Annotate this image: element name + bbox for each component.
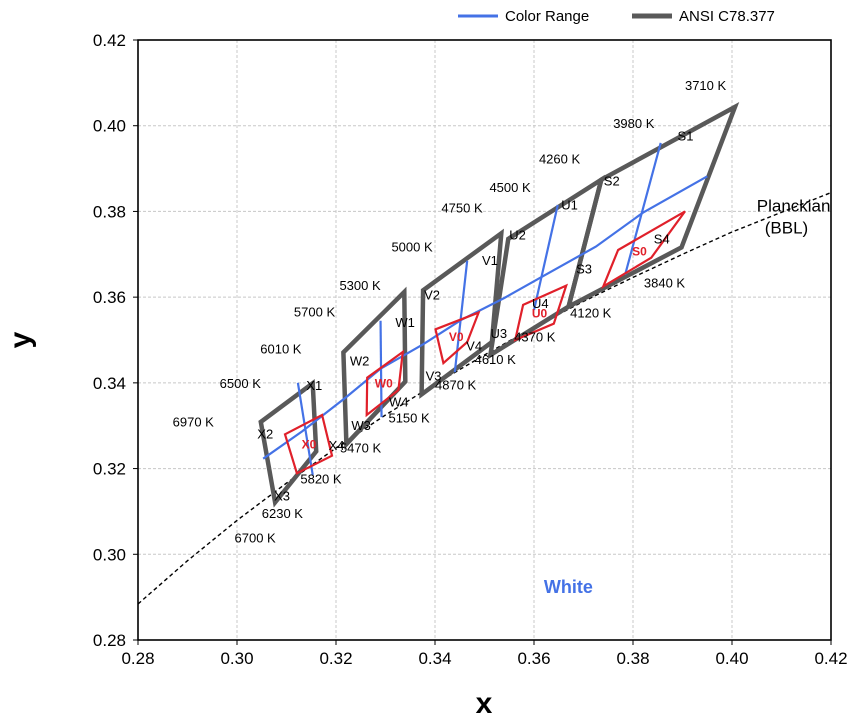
cct-label: 4870 K — [435, 377, 477, 392]
cct-label: 6010 K — [260, 342, 302, 357]
cct-label: 5150 K — [388, 411, 430, 426]
quad-corner-label: W2 — [350, 354, 370, 369]
y-tick-label: 0.32 — [93, 460, 126, 479]
cct-label: 6700 K — [235, 530, 277, 545]
quad-corner-label: S3 — [576, 262, 592, 277]
quad-corner-label: X1 — [306, 378, 322, 393]
bin-label-s0: S0 — [632, 244, 647, 258]
x-tick-label: 0.28 — [121, 649, 154, 668]
bin-label-v0: V0 — [449, 330, 464, 344]
annotation-labels: X0 W0 V0 U0 S0 X1 X2 X3 X4 W1 W2 W3 W4 V1 V2 V3 V4 U1 U2 U3… — [173, 78, 831, 597]
quad-corner-label: V4 — [466, 339, 482, 354]
color-range-cross-line — [296, 382, 314, 476]
x-tick-label: 0.32 — [319, 649, 352, 668]
cct-label: 5700 K — [294, 304, 336, 319]
cct-label: 5820 K — [300, 472, 342, 487]
x-tick-label: 0.42 — [814, 649, 847, 668]
x-tick-label: 0.34 — [418, 649, 451, 668]
bin-quad-x0 — [283, 413, 334, 475]
cct-label: 4370 K — [514, 329, 556, 344]
planckian-label-bbl: (BBL) — [765, 218, 808, 237]
quad-corner-label: W3 — [351, 418, 371, 433]
planckian-label: Planckian — [757, 196, 831, 215]
quad-corner-label: W1 — [395, 315, 415, 330]
bin-quad-v0 — [434, 310, 481, 366]
cct-label: 4610 K — [475, 352, 517, 367]
y-tick-label: 0.30 — [93, 545, 126, 564]
quad-corner-label: V2 — [424, 287, 440, 302]
y-tick-label: 0.34 — [93, 374, 126, 393]
legend: Color Range ANSI C78.377 — [458, 8, 775, 25]
cct-label: 6230 K — [262, 506, 304, 521]
x-tick-label: 0.36 — [517, 649, 550, 668]
cct-label: 3840 K — [644, 276, 686, 291]
quad-corner-label: U3 — [490, 326, 507, 341]
y-tick-label: 0.36 — [93, 288, 126, 307]
cct-label: 4260 K — [539, 151, 581, 166]
quad-corner-label: U2 — [509, 227, 526, 242]
cct-label: 6970 K — [173, 415, 215, 430]
legend-label-ansi: ANSI C78.377 — [679, 8, 775, 25]
quad-corner-label: V1 — [482, 253, 498, 268]
bin-quad-w0 — [365, 349, 405, 418]
bin-label-u0: U0 — [532, 307, 548, 321]
quad-corner-label: V3 — [426, 369, 442, 384]
y-tick-label: 0.40 — [93, 117, 126, 136]
quad-corner-label: X2 — [257, 427, 273, 442]
cct-label: 4750 K — [441, 201, 483, 216]
color-range-cross-line — [453, 260, 469, 373]
x-tick-label: 0.40 — [715, 649, 748, 668]
legend-label-color-range: Color Range — [505, 8, 589, 25]
quad-corner-label: X4 — [329, 438, 345, 453]
x-axis-title: x — [476, 687, 493, 720]
bin-quad-s0 — [601, 210, 686, 290]
cct-label: 5470 K — [340, 440, 382, 455]
ansi-quad-x — [258, 378, 319, 508]
cct-label: 4120 K — [570, 306, 612, 321]
y-tick-label: 0.42 — [93, 31, 126, 50]
grid-lines — [138, 40, 831, 640]
cct-label: 3710 K — [685, 78, 727, 93]
y-axis-title: y — [4, 331, 37, 348]
ansi-quad-s — [565, 102, 740, 311]
bin-label-x0: X0 — [302, 438, 317, 452]
color-range-cross-line — [532, 204, 559, 311]
quad-corner-label: S2 — [604, 174, 620, 189]
plot-area — [138, 102, 831, 605]
quad-corner-label: U1 — [561, 197, 578, 212]
cct-label: 4500 K — [489, 180, 531, 195]
x-tick-label: 0.30 — [220, 649, 253, 668]
axis-ticks: 0.28 0.30 0.32 0.34 0.36 0.38 0.40 0.42 0.28 0.30… — [93, 31, 848, 668]
planckian-locus-line — [138, 191, 831, 605]
color-range-cross-line — [624, 142, 662, 276]
quad-corner-label: U4 — [532, 296, 549, 311]
quad-corner-label: S4 — [654, 232, 670, 247]
bin-quad-u0 — [513, 283, 569, 342]
cct-label: 5300 K — [339, 278, 381, 293]
quad-corner-label: X3 — [274, 489, 290, 504]
cct-label: 3980 K — [613, 116, 655, 131]
plot-frame — [137, 39, 832, 641]
white-region-label: White — [544, 577, 593, 597]
y-tick-label: 0.38 — [93, 202, 126, 221]
quad-corner-label: W4 — [389, 394, 409, 409]
bin-label-w0: W0 — [375, 377, 393, 391]
cct-label: 6500 K — [220, 376, 262, 391]
y-tick-label: 0.28 — [93, 631, 126, 650]
x-tick-label: 0.38 — [616, 649, 649, 668]
cct-label: 5000 K — [391, 239, 433, 254]
quad-corner-label: S1 — [678, 129, 694, 144]
ansi-quad-w — [341, 286, 408, 450]
